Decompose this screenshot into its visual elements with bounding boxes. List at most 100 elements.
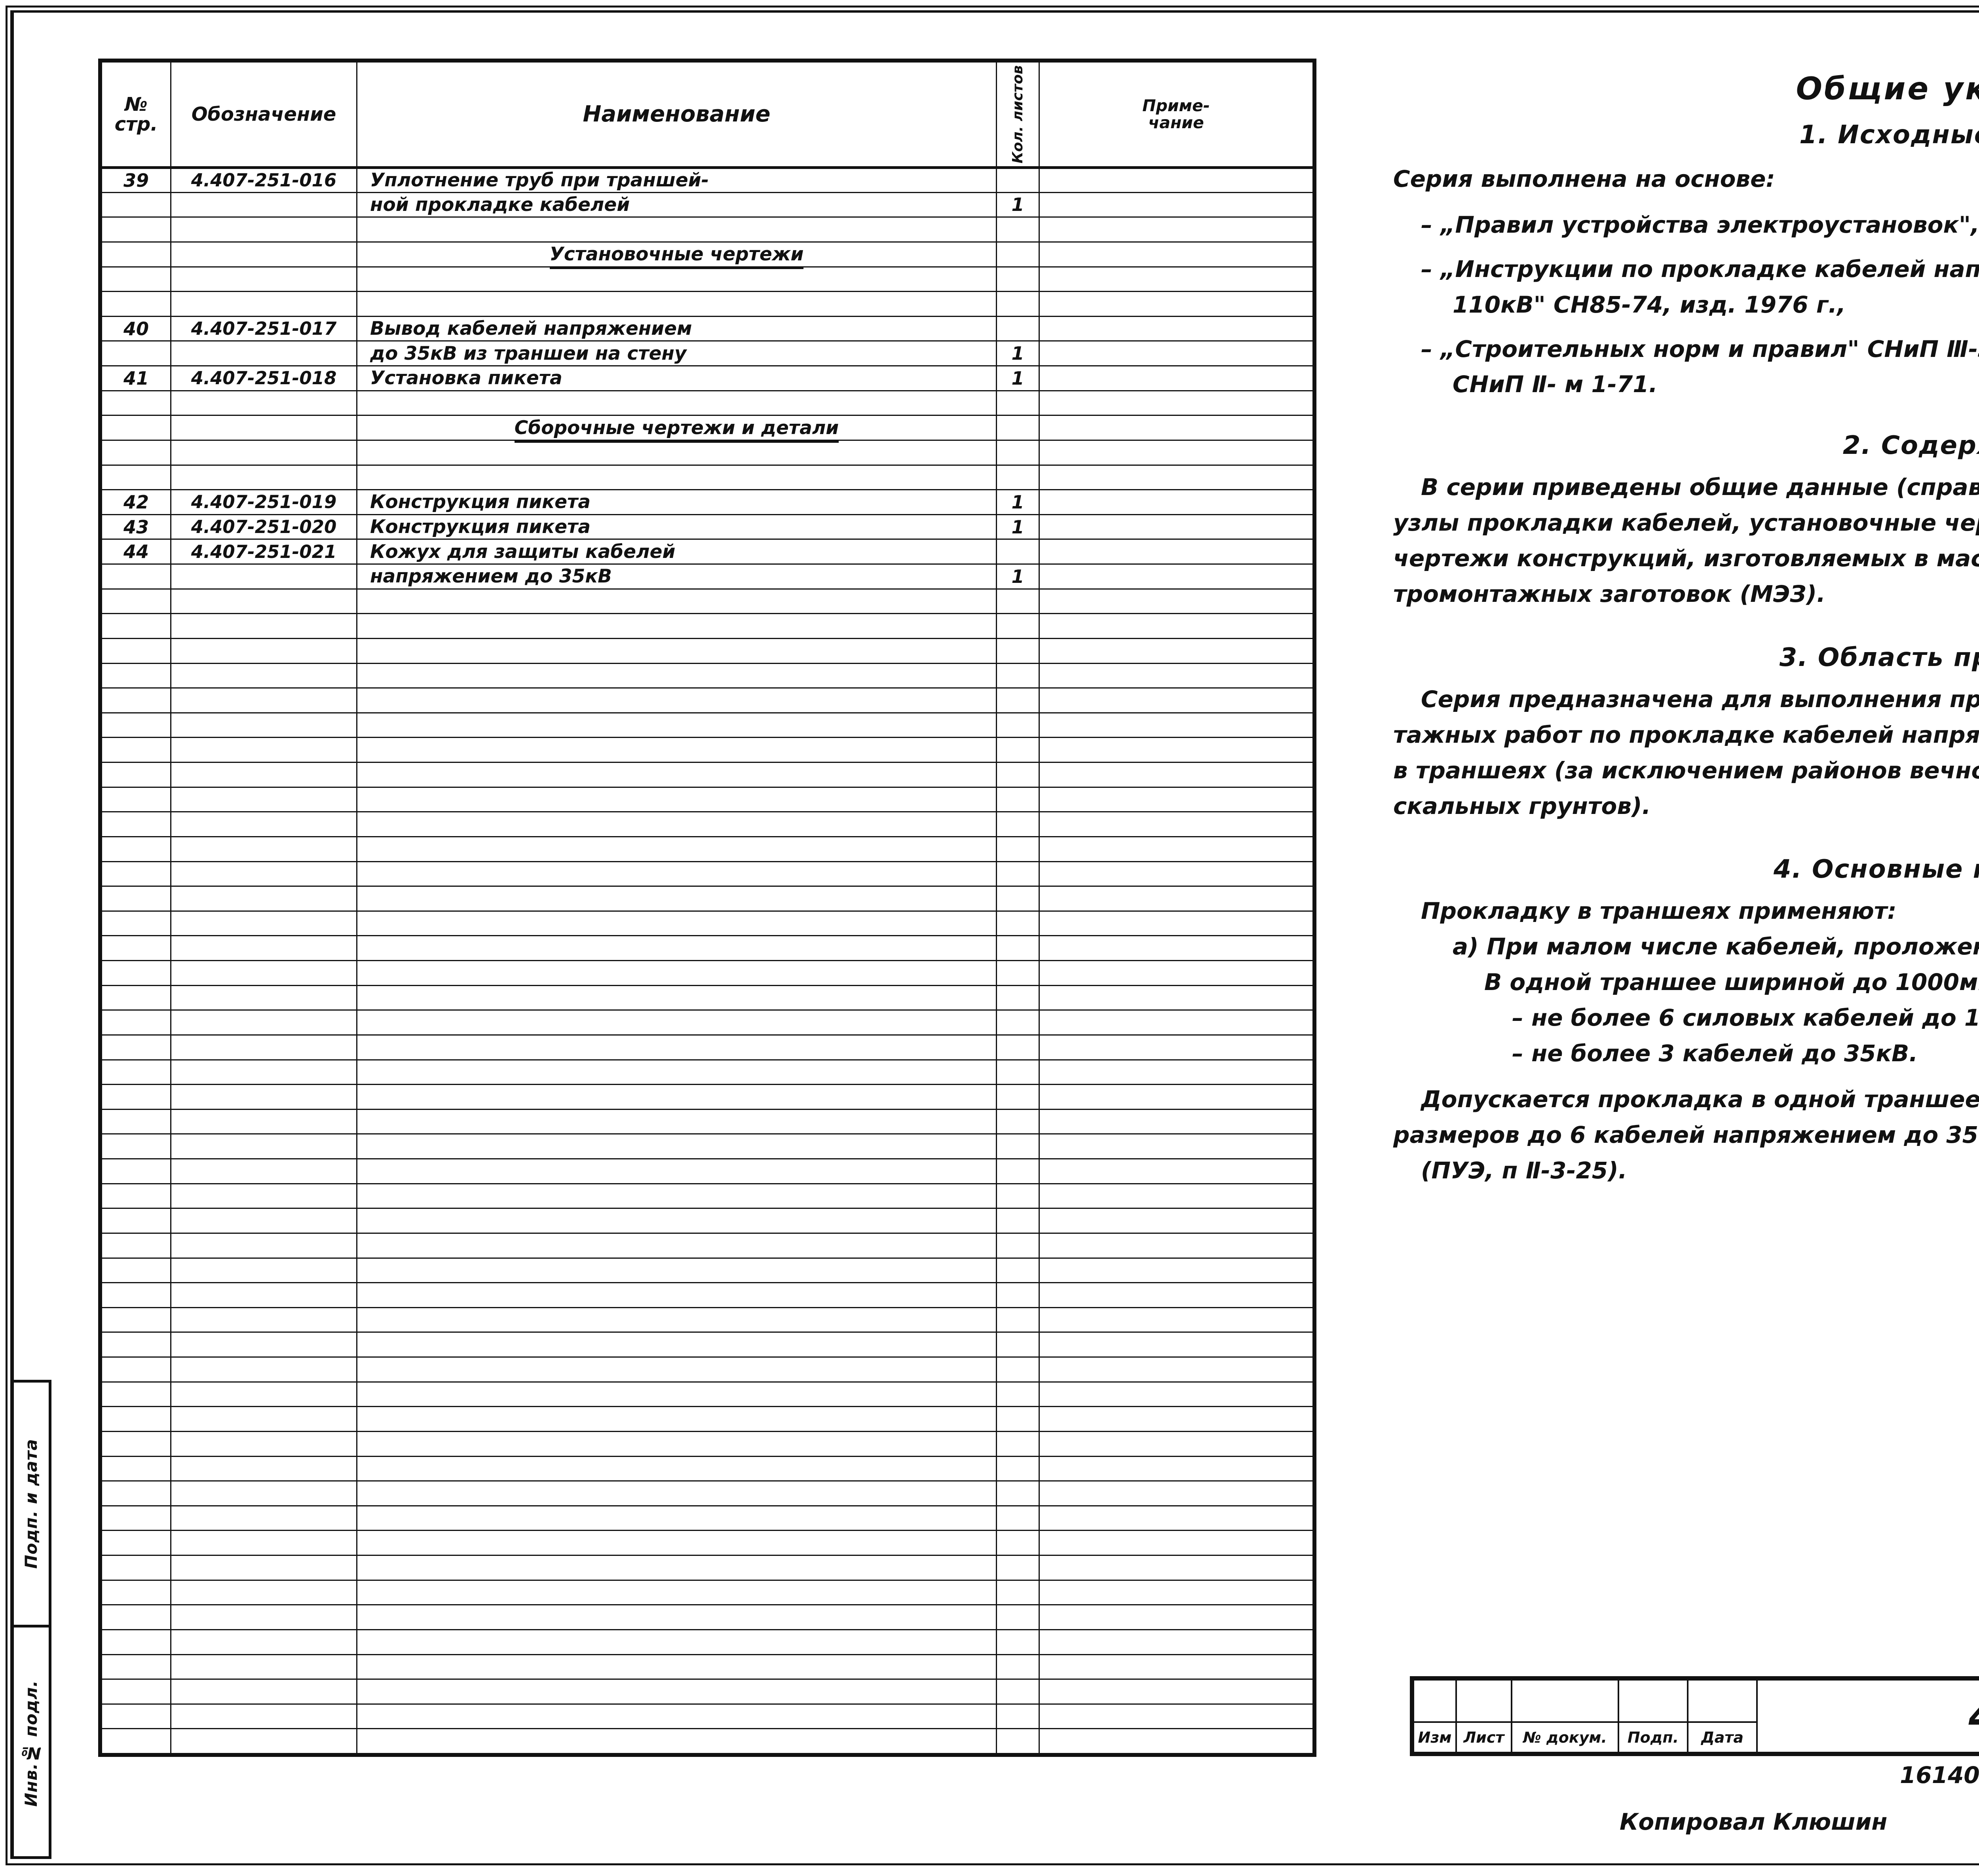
cell-designation (170, 464, 357, 491)
table-row (101, 960, 1314, 986)
table-row (101, 266, 1314, 292)
general-instructions-panel: Общие указания 1. Исходные данные Серия … (1393, 71, 1979, 1654)
cell-name (356, 1282, 997, 1308)
notes-s4-line-7: размеров до 6 кабелей напряжением до 35 … (1393, 1121, 1979, 1148)
cell-quantity (996, 1356, 1040, 1383)
cell-quantity: 1 (996, 489, 1040, 515)
cell-name (356, 960, 997, 986)
cell-designation (170, 960, 357, 986)
cell-name (356, 1530, 997, 1556)
cell-page-no (101, 811, 171, 837)
cell-designation (170, 588, 357, 615)
cell-page-no (101, 960, 171, 986)
cell-designation (170, 762, 357, 788)
cell-designation (170, 1505, 357, 1531)
cell-name (356, 637, 997, 664)
notes-s4-line-4: – не более 6 силовых кабелей до 10 кВ ил… (1512, 1004, 1979, 1032)
cell-page-no (101, 216, 171, 243)
stamp-cell-list-blank[interactable] (1455, 1679, 1512, 1723)
table-row (101, 1654, 1314, 1680)
cell-name: напряжением до 35кВ (356, 563, 997, 590)
cell-quantity (996, 588, 1040, 615)
cell-designation (170, 390, 357, 416)
cell-note (1039, 1332, 1314, 1358)
cell-quantity (996, 390, 1040, 416)
cell-quantity (996, 811, 1040, 837)
cell-note (1039, 1455, 1314, 1482)
stamp-cell-podp-blank[interactable] (1618, 1679, 1688, 1723)
cell-name: Уплотнение труб при траншей- (356, 167, 997, 193)
cell-quantity (996, 1257, 1040, 1284)
cell-page-no (101, 1430, 171, 1457)
cell-designation (170, 910, 357, 937)
table-row (101, 1629, 1314, 1655)
cell-designation (170, 1406, 357, 1432)
cell-quantity (996, 464, 1040, 491)
cell-designation (170, 786, 357, 813)
cell-designation (170, 1455, 357, 1482)
left-margin-column: Подп. и дата Инв.№ подл. (10, 1380, 51, 1859)
stamp-cell-data-blank[interactable] (1687, 1679, 1758, 1723)
cell-name (356, 1307, 997, 1333)
cell-name (356, 1232, 997, 1259)
cell-quantity (996, 960, 1040, 986)
table-row (101, 1406, 1314, 1432)
margin-label-podp-i-data: Подп. и дата (21, 1438, 41, 1569)
cell-name: до 35кВ из траншеи на стену (356, 340, 997, 366)
cell-note (1039, 960, 1314, 986)
cell-quantity (996, 687, 1040, 713)
cell-page-no (101, 984, 171, 1011)
stamp-cell-izm-blank[interactable] (1413, 1679, 1457, 1723)
cell-designation (170, 687, 357, 713)
cell-page-no (101, 1257, 171, 1284)
cell-note (1039, 390, 1314, 416)
cell-quantity (996, 167, 1040, 193)
notes-s3-line-2: тажных работ по прокладке кабелей напряж… (1393, 721, 1979, 748)
cell-designation (170, 1430, 357, 1457)
table-row (101, 687, 1314, 713)
notes-s4-line-3: В одной траншее шириной до 1000мм прокла… (1484, 969, 1979, 996)
table-row (101, 886, 1314, 912)
stamp-cell-izm: Изм (1413, 1721, 1457, 1753)
cell-page-no (101, 1133, 171, 1159)
cell-note (1039, 241, 1314, 267)
stamp-cell-docnum-blank[interactable] (1511, 1679, 1619, 1723)
notes-s2-line-1: В серии приведены общие данные (справочн… (1421, 474, 1979, 501)
spec-table-header-row: № стр. Обозначение Наименование Кол. лис… (101, 61, 1314, 169)
cell-page-no (101, 1703, 171, 1730)
notes-s4-line-8: (ПУЭ, п Ⅱ-3-25). (1421, 1157, 1627, 1184)
cell-quantity (996, 1430, 1040, 1457)
cell-page-no (101, 1654, 171, 1680)
cell-name (356, 836, 997, 862)
cell-designation (170, 613, 357, 639)
cell-name (356, 762, 997, 788)
cell-note (1039, 762, 1314, 788)
cell-designation (170, 266, 357, 292)
table-row: 39 4.407-251-016 Уплотнение труб при транш… (101, 167, 1314, 193)
cell-note (1039, 662, 1314, 689)
cell-designation (170, 1654, 357, 1680)
cell-quantity (996, 737, 1040, 763)
cell-designation (170, 836, 357, 862)
cell-note (1039, 1183, 1314, 1209)
column-header-designation: Обозначение (170, 61, 357, 169)
cell-page-no (101, 886, 171, 912)
cell-page-no: 40 (101, 315, 171, 342)
table-row: ной прокладке кабелей 1 (101, 192, 1314, 218)
cell-page-no (101, 1728, 171, 1754)
table-row: Сборочные чертежи и детали (101, 415, 1314, 443)
cell-name (356, 910, 997, 937)
table-row (101, 811, 1314, 837)
cell-page-no (101, 762, 171, 788)
cell-name (356, 1406, 997, 1432)
specification-table: № стр. Обозначение Наименование Кол. лис… (98, 59, 1316, 1757)
cell-page-no (101, 1059, 171, 1085)
cell-page-no (101, 637, 171, 664)
cell-name (356, 291, 997, 317)
cell-name (356, 266, 997, 292)
table-row (101, 910, 1314, 937)
cell-designation (170, 662, 357, 689)
notes-s3-heading: 3. Область применения (1779, 643, 1979, 672)
stamp-cell-docnum: № докум. (1511, 1721, 1619, 1753)
table-row (101, 662, 1314, 689)
